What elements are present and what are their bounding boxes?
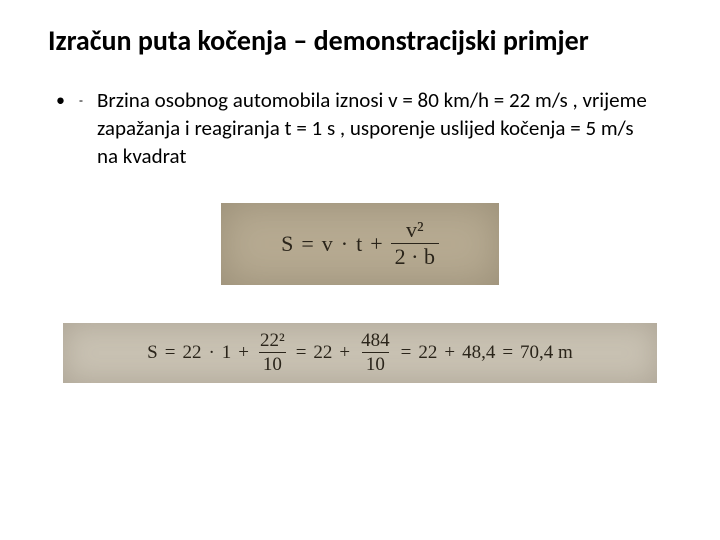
calc-mid-22: 22 [313,342,332,364]
equals-sign: = [296,342,307,364]
calc-mid-22b: 22 [418,342,437,364]
calc-22: 22 [182,342,201,364]
dot-operator: · [208,342,214,364]
equals-sign: = [502,342,513,364]
fraction-denominator: 2 · b [391,243,439,268]
plus-sign: + [370,231,382,257]
calc-1: 1 [222,342,232,364]
dot-operator: · [341,231,348,257]
plus-sign: + [238,342,249,364]
equals-sign: = [301,231,313,257]
formula-t: t [356,231,362,257]
bullet-item: • - Brzina osobnog automobila iznosi v =… [48,86,672,171]
plus-sign: + [339,342,350,364]
calculation-image: S = 22 · 1 + 22² 10 = 22 + 484 10 = 22 +… [63,323,657,383]
formula-lhs: S [281,231,293,257]
calc-fraction-2: 484 10 [357,331,394,374]
formula-v: v [322,231,333,257]
calc-result: 70,4 m [520,342,573,364]
fraction-numerator: 484 [357,331,394,352]
equals-sign: = [165,342,176,364]
fraction-denominator: 10 [362,352,389,374]
slide-title: Izračun puta kočenja – demonstracijski p… [48,24,672,58]
slide-content: Izračun puta kočenja – demonstracijski p… [0,0,720,383]
equals-sign: = [401,342,412,364]
calc-48-4: 48,4 [462,342,495,364]
calculation-equation: S = 22 · 1 + 22² 10 = 22 + 484 10 = 22 +… [147,331,573,374]
fraction-numerator: v² [402,219,428,243]
body-text: Brzina osobnog automobila iznosi v = 80 … [97,86,657,171]
dash-marker: - [79,86,83,111]
formula-equation: S = v · t + v² 2 · b [281,219,439,268]
bullet-marker: • [56,86,65,113]
fraction-denominator: 10 [259,352,286,374]
fraction-numerator: 22² [256,331,289,352]
formula-image: S = v · t + v² 2 · b [221,203,499,285]
calc-fraction-1: 22² 10 [256,331,289,374]
calc-lhs: S [147,342,158,364]
plus-sign: + [444,342,455,364]
formula-fraction: v² 2 · b [391,219,439,268]
